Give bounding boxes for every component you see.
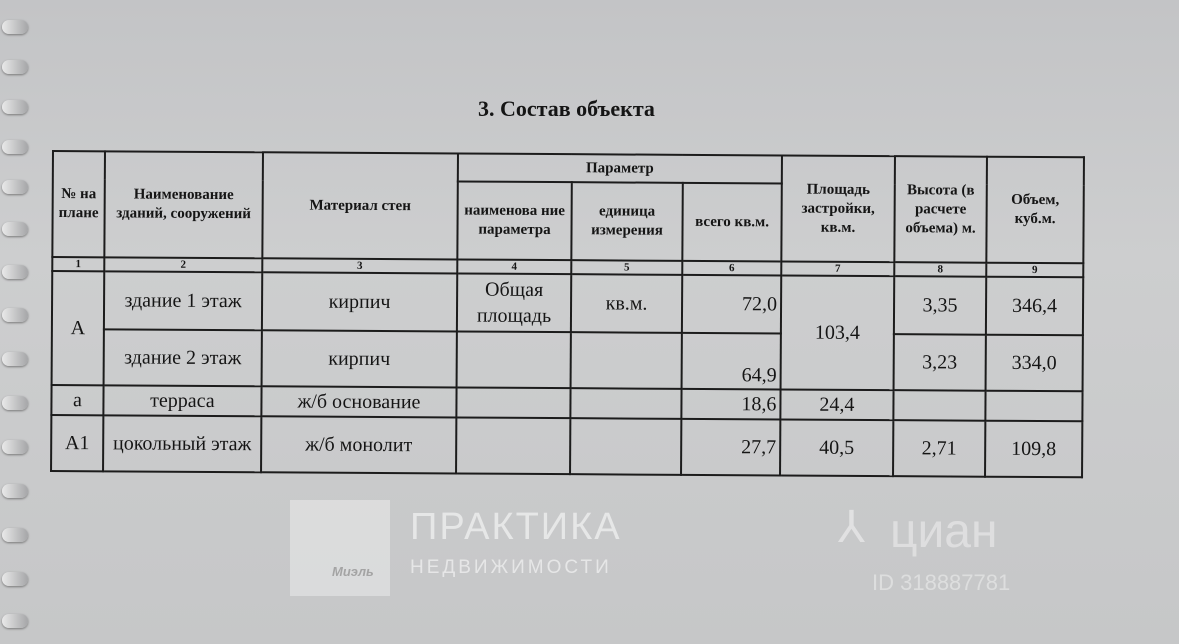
cell-height: 3,35 bbox=[893, 276, 987, 335]
cell-total: 27,7 bbox=[681, 418, 781, 476]
binder-ring bbox=[2, 308, 28, 322]
praktika-watermark: ПРАКТИКА bbox=[410, 506, 622, 548]
cell-built-area: 40,5 bbox=[780, 419, 894, 477]
cell-volume: 109,8 bbox=[985, 420, 1083, 478]
binder-ring bbox=[2, 20, 28, 34]
header-total: всего кв.м. bbox=[682, 182, 782, 262]
cell-height bbox=[893, 390, 986, 421]
header-param-name: наименова ние параметра bbox=[457, 181, 572, 261]
col-number: 1 bbox=[52, 257, 105, 272]
binder-ring bbox=[2, 572, 28, 586]
praktika-watermark-subtitle: НЕДВИЖИМОСТИ bbox=[410, 557, 612, 578]
cell-material: ж/б монолит bbox=[261, 416, 457, 474]
binder-ring bbox=[2, 60, 28, 74]
binder-ring bbox=[2, 222, 28, 236]
cell-name: цокольный этаж bbox=[103, 415, 262, 473]
cell-material: кирпич bbox=[261, 330, 457, 388]
binder-ring bbox=[2, 265, 28, 279]
binder-ring bbox=[2, 528, 28, 542]
binder-ring bbox=[2, 614, 28, 628]
cian-watermark: циан bbox=[890, 505, 998, 558]
header-height: Высота (в расчете объема) м. bbox=[894, 156, 987, 263]
cell-height: 2,71 bbox=[893, 420, 986, 477]
cell-name: терраса bbox=[103, 385, 262, 417]
table-row: здание 2 этаж кирпич 64,9 3,23 334,0 bbox=[52, 329, 1083, 392]
section-title: 3. Состав объекта bbox=[478, 96, 655, 121]
table-row: А здание 1 этаж кирпич Общая площадь кв.… bbox=[51, 271, 1084, 391]
header-num: № на плане bbox=[52, 151, 105, 258]
cell-total: 72,0 bbox=[681, 274, 782, 334]
cell-name: здание 1 этаж bbox=[103, 271, 263, 331]
cian-listing-id: ID 318887781 bbox=[872, 570, 1011, 595]
header-material: Материал стен bbox=[262, 152, 458, 260]
miel-watermark-text: Миэль bbox=[332, 564, 374, 579]
cell-param-name bbox=[456, 331, 571, 389]
cell-unit bbox=[570, 388, 682, 419]
header-unit: единица измерения bbox=[571, 182, 683, 261]
col-number: 9 bbox=[986, 262, 1084, 278]
header-param: Параметр bbox=[457, 153, 782, 184]
cell-volume bbox=[985, 390, 1083, 422]
col-number: 4 bbox=[457, 259, 572, 275]
binder-ring bbox=[2, 396, 28, 410]
cell-height: 3,23 bbox=[893, 334, 986, 391]
binder-ring bbox=[2, 100, 28, 114]
binder-ring bbox=[2, 484, 28, 498]
binder-ring bbox=[2, 140, 28, 154]
object-composition-table: № на плане Наименование зданий, сооружен… bbox=[50, 150, 1085, 478]
header-volume: Объем, куб.м. bbox=[986, 156, 1084, 264]
cell-unit bbox=[570, 332, 682, 389]
miel-watermark-logo: Миэль bbox=[290, 500, 390, 596]
binder-ring bbox=[2, 352, 28, 366]
cell-total: 64,9 bbox=[681, 332, 781, 390]
cell-param-name bbox=[456, 417, 571, 475]
cell-param-name bbox=[456, 387, 571, 419]
cell-built-area: 24,4 bbox=[780, 389, 894, 421]
header-built-area: Площадь застройки, кв.м. bbox=[781, 155, 895, 263]
binder-rings bbox=[0, 0, 34, 644]
header-name: Наименование зданий, сооружений bbox=[104, 151, 263, 259]
col-number: 7 bbox=[781, 261, 895, 277]
cell-name: здание 2 этаж bbox=[103, 329, 262, 387]
cell-volume: 334,0 bbox=[985, 334, 1083, 392]
cell-material: кирпич bbox=[261, 272, 458, 332]
cell-num: А bbox=[51, 271, 105, 386]
cell-unit: кв.м. bbox=[570, 274, 683, 333]
binder-ring bbox=[2, 180, 28, 194]
cian-logo-icon: ⅄ bbox=[838, 503, 865, 552]
cell-num: А1 bbox=[51, 415, 104, 472]
cell-total: 18,6 bbox=[681, 388, 781, 420]
cell-param-name: Общая площадь bbox=[456, 273, 572, 333]
binder-ring bbox=[2, 440, 28, 454]
col-number: 3 bbox=[262, 258, 458, 274]
col-number: 6 bbox=[682, 260, 782, 276]
cell-volume: 346,4 bbox=[985, 276, 1084, 336]
col-number: 2 bbox=[104, 257, 263, 273]
cell-built-area: 103,4 bbox=[780, 275, 895, 391]
cell-num: а bbox=[51, 385, 104, 416]
cell-unit bbox=[570, 418, 682, 475]
col-number: 5 bbox=[571, 260, 683, 275]
col-number: 8 bbox=[894, 262, 987, 277]
cell-material: ж/б основание bbox=[261, 386, 457, 418]
table-row: А1 цокольный этаж ж/б монолит 27,7 40,5 … bbox=[51, 415, 1083, 478]
